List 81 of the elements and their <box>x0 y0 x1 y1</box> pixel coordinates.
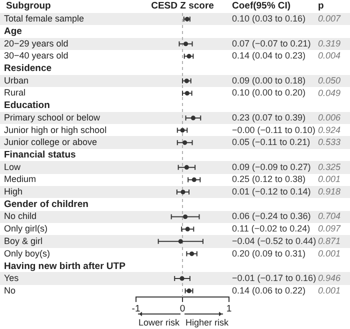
y-tick-label: Rural <box>4 88 26 98</box>
y-tick-label: Financial status <box>4 150 76 161</box>
y-tick-label: Total female sample <box>4 14 84 24</box>
text: 0.325 <box>318 162 342 172</box>
y-tick-label: Only boy(s) <box>4 248 50 258</box>
text: Subgroup <box>6 0 52 12</box>
text: −0.01 (−0.17 to 0.16) <box>232 272 316 283</box>
text: 0.25 (0.12 to 0.38) <box>232 174 306 184</box>
text: 0.946 <box>318 272 341 283</box>
y-tick-label: Yes <box>4 272 20 283</box>
x-axis-title: CESD Z score <box>151 0 214 12</box>
text: 0.001 <box>318 285 341 296</box>
point <box>183 42 188 46</box>
point <box>190 251 194 256</box>
y-tick-label: Primary school or below <box>4 112 101 122</box>
y-tick-label: No child <box>4 211 37 222</box>
y-tick-label: Junior high or high school <box>4 124 107 135</box>
y-tick-label: Having new birth after UTP <box>4 260 126 272</box>
text: 0.07 (−0.07 to 0.21) <box>232 38 311 48</box>
text: 0.319 <box>318 38 341 48</box>
point <box>184 165 189 170</box>
text: 0.924 <box>318 124 341 135</box>
y-tick-label: Age <box>4 26 22 38</box>
y-tick-label: Residence <box>4 63 52 74</box>
y-tick-label: No <box>4 285 16 296</box>
y-tick-label: Medium <box>4 174 36 184</box>
y-tick-label: Only girl(s) <box>4 224 48 234</box>
text: 0.14 (0.06 to 0.22) <box>232 285 306 296</box>
point <box>185 226 190 232</box>
text: 0.001 <box>318 174 341 184</box>
point <box>180 128 185 133</box>
text: 0.704 <box>318 211 341 222</box>
point <box>182 140 188 145</box>
text: 0.533 <box>318 137 341 148</box>
text: −0.04 (−0.52 to 0.44) <box>232 236 316 246</box>
text: 0.09 (−0.09 to 0.27) <box>232 162 311 172</box>
point <box>186 54 192 59</box>
text: 0.049 <box>318 88 341 98</box>
text: 0.001 <box>318 248 341 258</box>
text: 0.006 <box>318 112 341 122</box>
point <box>182 214 188 220</box>
y-tick-label: Urban <box>4 75 29 86</box>
text: 0.097 <box>318 224 342 234</box>
text: Coef(95% CI) <box>232 0 291 12</box>
y-tick-label: 30−40 years old <box>4 50 68 61</box>
text: 0.11 (−0.02 to 0.24) <box>232 224 310 234</box>
y-tick-label: Education <box>4 100 50 112</box>
y-tick-label: Boy & girl <box>4 236 43 246</box>
y-tick-label: Gender of children <box>4 199 89 210</box>
text: 0.007 <box>318 14 342 24</box>
x-tick-label: -1 <box>132 303 140 314</box>
text: Lower risk <box>138 317 180 328</box>
point <box>192 177 196 182</box>
text: 0.918 <box>318 186 341 197</box>
text: 0.01 (−0.12 to 0.14) <box>232 186 311 197</box>
text: 0.050 <box>318 75 341 86</box>
text: 0.10 (0.00 to 0.20) <box>232 88 306 98</box>
y-tick-label: Junior college or above <box>4 137 98 148</box>
point <box>178 239 183 244</box>
text: 0.871 <box>318 236 341 246</box>
text: 0.10 (0.03 to 0.16) <box>232 14 306 24</box>
text: 0.06 (−0.24 to 0.36) <box>232 211 311 222</box>
x-tick-label: 0 <box>180 303 186 314</box>
text: −0.00 (−0.11 to 0.10) <box>232 124 316 135</box>
point <box>190 116 196 120</box>
point <box>184 90 190 96</box>
y-tick-label: 20−29 years old <box>4 38 68 48</box>
point <box>180 276 184 281</box>
text: 0.20 (0.09 to 0.31) <box>232 248 306 258</box>
text: 0.23 (0.07 to 0.39) <box>232 112 306 122</box>
text: 0.004 <box>318 50 341 61</box>
text: Higher risk <box>186 317 230 328</box>
x-tick-label: 1 <box>226 303 232 314</box>
y-tick-label: High <box>4 186 23 197</box>
point <box>184 78 189 84</box>
text: 0.14 (0.04 to 0.23) <box>232 50 306 61</box>
text: 0.09 (0.00 to 0.18) <box>232 75 306 86</box>
point <box>180 190 186 194</box>
y-tick-label: Low <box>4 162 22 172</box>
text: 0.05 (−0.11 to 0.21) <box>232 137 310 148</box>
text: p <box>318 0 324 12</box>
